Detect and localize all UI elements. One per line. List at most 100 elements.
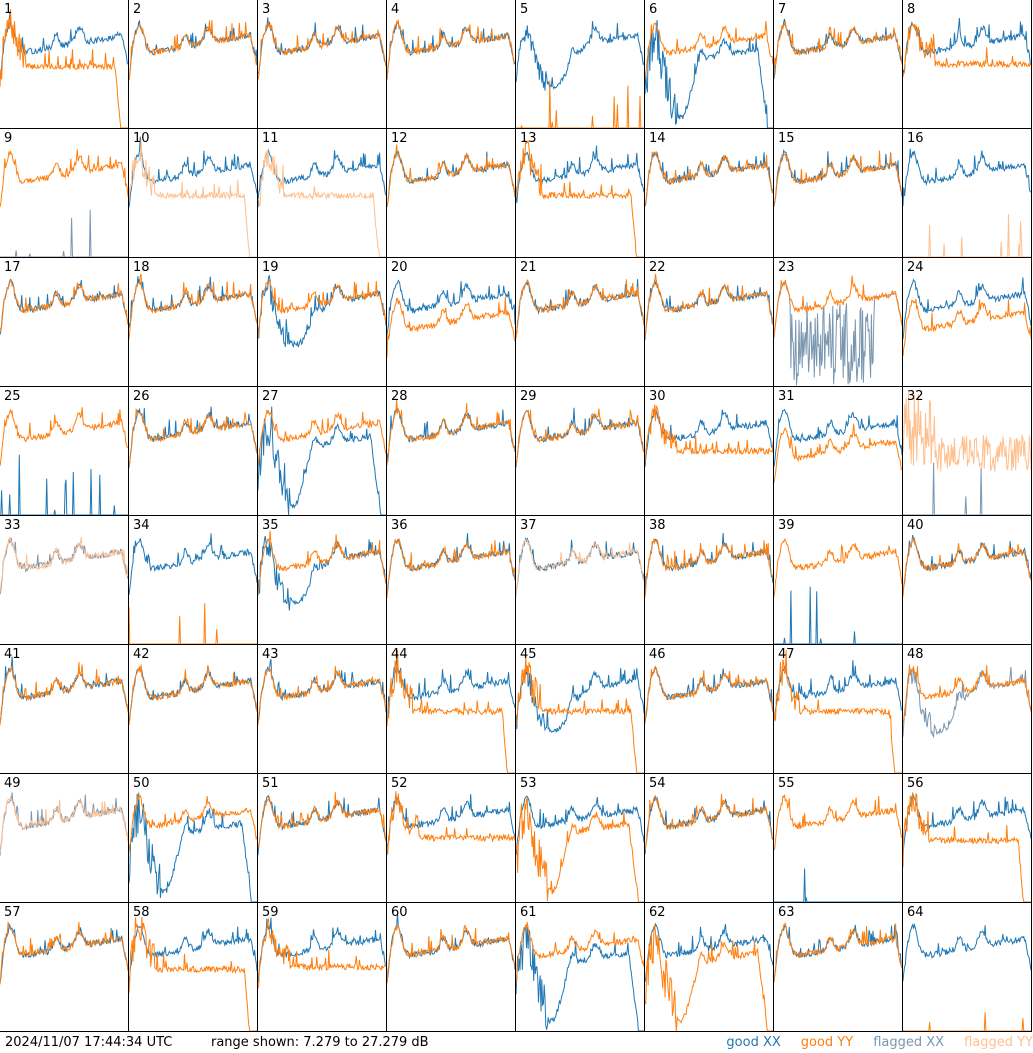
panel-plot-23 (774, 275, 902, 386)
panel-plot-14 (645, 150, 773, 207)
panel-3: 3 (258, 0, 387, 129)
panel-label: 37 (520, 518, 537, 533)
panel-label: 57 (4, 905, 21, 920)
panel-plot-56 (903, 791, 1031, 902)
panel-plot-44 (387, 649, 515, 773)
panel-36: 36 (387, 516, 516, 645)
series-yy-14 (645, 150, 773, 206)
legend-good-yy: good YY (800, 1035, 854, 1050)
panel-28: 28 (387, 387, 516, 516)
panel-label: 41 (4, 647, 21, 662)
panel-label: 3 (262, 2, 271, 17)
panel-label: 61 (520, 905, 537, 920)
series-yy-30 (645, 404, 773, 462)
panel-label: 55 (778, 776, 795, 791)
panel-38: 38 (645, 516, 774, 645)
panel-label: 23 (778, 260, 795, 275)
panel-plot-13 (516, 139, 644, 257)
range-shown: range shown: 7.279 to 27.279 dB (211, 1035, 429, 1050)
series-yy-11 (258, 149, 386, 257)
panel-plot-31 (774, 408, 902, 483)
panel-plot-32 (903, 391, 1031, 515)
panel-label: 13 (520, 131, 537, 146)
panel-plot-10 (129, 136, 257, 257)
panel-34: 34 (129, 516, 258, 645)
series-xx-41 (0, 656, 128, 723)
series-yy-43 (258, 665, 386, 725)
series-yy-15 (774, 150, 902, 206)
series-yy-9 (0, 149, 128, 208)
series-yy-42 (129, 664, 257, 726)
series-yy-51 (258, 792, 386, 848)
panel-plot-17 (0, 278, 128, 335)
panel-plot-1 (0, 9, 128, 128)
panel-label: 28 (391, 389, 408, 404)
series-yy-7 (774, 20, 902, 79)
panel-label: 18 (133, 260, 150, 275)
series-yy-18 (129, 273, 257, 340)
timestamp: 2024/11/07 17:44:34 UTC (5, 1035, 173, 1050)
panel-26: 26 (129, 387, 258, 516)
series-yy-45 (516, 655, 644, 773)
series-xx-63 (774, 924, 902, 982)
panel-label: 30 (649, 389, 666, 404)
panel-plot-47 (774, 649, 902, 773)
panel-plot-53 (516, 795, 644, 902)
series-yy-28 (387, 399, 515, 466)
panel-plot-26 (129, 406, 257, 468)
panel-plot-38 (645, 532, 773, 598)
series-xx-28 (387, 407, 515, 463)
panel-plot-63 (774, 922, 902, 983)
series-xx-64 (903, 922, 1031, 982)
panel-16: 16 (903, 129, 1032, 258)
panel-label: 47 (778, 647, 795, 662)
panel-plot-57 (0, 921, 128, 985)
panel-63: 63 (774, 903, 903, 1032)
series-yy-36 (387, 538, 515, 598)
series-xx-24 (903, 277, 1031, 340)
series-xx-13 (516, 145, 644, 204)
series-yy-1 (0, 9, 128, 128)
panel-plot-58 (129, 917, 257, 1031)
panel-label: 60 (391, 905, 408, 920)
series-yy-47 (774, 649, 902, 773)
panel-plot-52 (387, 791, 515, 856)
panel-label: 9 (4, 131, 13, 146)
panel-6: 6 (645, 0, 774, 129)
panel-plot-5 (516, 21, 644, 128)
panel-plot-29 (516, 407, 644, 468)
series-xx-51 (258, 794, 386, 856)
panel-62: 62 (645, 903, 774, 1032)
panel-1: 1 (0, 0, 129, 129)
series-yy-6 (645, 21, 773, 79)
series-yy-8 (903, 23, 1031, 77)
panel-label: 26 (133, 389, 150, 404)
panel-label: 24 (907, 260, 924, 275)
panel-50: 50 (129, 774, 258, 903)
legend-good-xx: good XX (726, 1035, 781, 1050)
series-yy-2 (129, 20, 257, 81)
panel-label: 49 (4, 776, 21, 791)
panel-label: 11 (262, 131, 279, 146)
panel-label: 39 (778, 518, 795, 533)
series-yy-29 (516, 408, 644, 466)
panel-59: 59 (258, 903, 387, 1032)
series-yy-57 (0, 921, 128, 985)
panel-60: 60 (387, 903, 516, 1032)
series-yy-48 (903, 664, 1031, 724)
panel-5: 5 (516, 0, 645, 129)
panel-plot-42 (129, 664, 257, 726)
series-yy-64 (903, 1012, 1031, 1031)
panel-40: 40 (903, 516, 1032, 645)
panel-32: 32 (903, 387, 1032, 516)
series-yy-27 (258, 409, 386, 466)
panel-plot-36 (387, 533, 515, 598)
panel-label: 33 (4, 518, 21, 533)
series-yy-13 (516, 139, 644, 257)
panel-2: 2 (129, 0, 258, 129)
panel-21: 21 (516, 258, 645, 387)
panel-18: 18 (129, 258, 258, 387)
panel-7: 7 (774, 0, 903, 129)
series-yy-34 (129, 603, 257, 644)
